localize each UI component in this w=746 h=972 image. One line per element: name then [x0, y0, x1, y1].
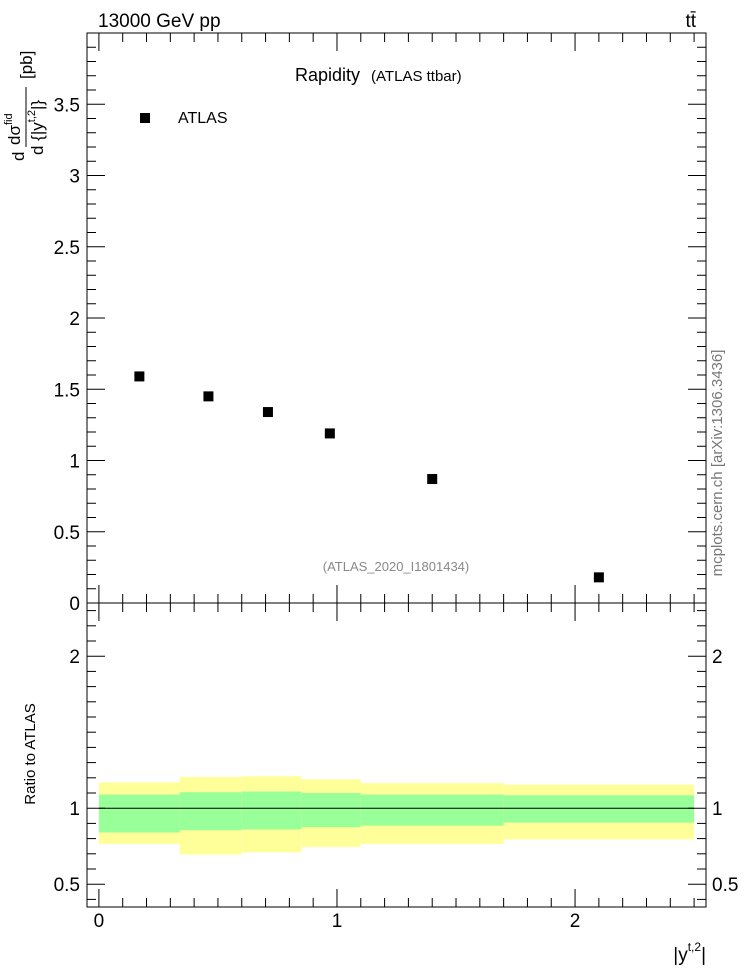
- ratio-x-tick-label: 0: [94, 911, 105, 932]
- ratio-y-tick-label-right: 0.5: [712, 875, 738, 896]
- ratio-plot-frame: [86, 602, 707, 908]
- legend-label: ATLAS: [178, 110, 228, 127]
- main-y-tick-label: 2: [69, 309, 80, 330]
- data-point: [427, 474, 438, 485]
- main-y-tick-label: 1.5: [54, 380, 80, 401]
- xlabel-base: |y: [673, 945, 688, 966]
- process-label: tt̄: [685, 11, 696, 32]
- ratio-band-bin: [98, 794, 180, 833]
- ratio-y-tick-label: 0.5: [54, 875, 80, 896]
- data-point: [324, 428, 335, 439]
- main-y-tick-label: 2.5: [54, 238, 80, 259]
- ratio-y-tick-label: 2: [69, 647, 80, 668]
- ratio-band-bin: [179, 792, 242, 831]
- data-point: [134, 371, 145, 382]
- ratio-bands: [98, 776, 695, 855]
- chart-title-main: Rapidity: [295, 65, 360, 85]
- ylabel-den-end: |}: [28, 100, 47, 110]
- main-y-axis-label: d dσfid d {|yt,2|} [pb]: [3, 51, 47, 161]
- ratio-panel: 0.5 0.5 1 1 2 2 0 1 2 Ratio to ATLAS |yt,2|: [22, 602, 739, 966]
- ratio-x-tick-label: 1: [332, 911, 343, 932]
- source-watermark: mcplots.cern.ch [arXiv:1306.3436]: [709, 350, 726, 577]
- ylabel-sigma: dσ: [5, 125, 24, 145]
- ratio-band-bin: [360, 794, 504, 826]
- ylabel-denominator: d {|yt,2|}: [26, 100, 47, 155]
- main-y-tick-labels: 0 0.5 1 1.5 2 2.5 3 3.5: [54, 95, 80, 615]
- ratio-band-bin: [301, 793, 361, 828]
- main-y-tick-label: 0.5: [54, 523, 80, 544]
- ylabel-unit: [pb]: [17, 51, 36, 79]
- ratio-x-tick-label: 2: [570, 911, 581, 932]
- main-panel: 00.511.522.533.5 Rapidity (ATLAS ttbar) …: [3, 32, 707, 615]
- ratio-x-axis-label: |yt,2|: [673, 940, 706, 966]
- chart-title: Rapidity (ATLAS ttbar): [295, 65, 462, 85]
- ratio-y-tick-label-right: 1: [712, 799, 723, 820]
- analysis-id: (ATLAS_2020_I1801434): [323, 559, 469, 574]
- ratio-axis-ticks: [87, 603, 706, 907]
- energy-label: 13000 GeV pp: [98, 11, 221, 32]
- ratio-y-axis-label: Ratio to ATLAS: [22, 703, 39, 804]
- ratio-y-tick-label: 1: [69, 799, 80, 820]
- data-point: [203, 391, 214, 402]
- legend-marker: [140, 113, 150, 123]
- ylabel-d: d: [9, 152, 28, 161]
- data-point: [593, 572, 604, 583]
- chart-title-sub: (ATLAS ttbar): [371, 68, 462, 85]
- data-point: [262, 407, 273, 418]
- ratio-x-tick-labels: 0 1 2: [94, 911, 581, 932]
- main-y-tick-label: 3: [69, 167, 80, 188]
- ratio-band-bin: [503, 795, 695, 823]
- ylabel-fid: fid: [3, 113, 15, 125]
- main-y-tick-label: 3.5: [54, 95, 80, 116]
- ratio-y-tick-label-right: 2: [712, 647, 723, 668]
- xlabel-end: |: [701, 945, 706, 966]
- data-points: [134, 371, 604, 583]
- main-axis-ticks: [87, 32, 706, 604]
- ratio-band-bin: [241, 791, 302, 830]
- main-y-tick-label: 1: [69, 452, 80, 473]
- ylabel-numerator: dσfid: [3, 113, 24, 145]
- ylabel-den: d {|y: [28, 122, 47, 155]
- xlabel-sup: t,2: [688, 940, 702, 954]
- main-y-tick-label: 0: [69, 594, 80, 615]
- ratio-y-tick-labels: 0.5 0.5 1 1 2 2: [54, 647, 739, 896]
- ylabel-den-sup: t,2: [26, 110, 38, 122]
